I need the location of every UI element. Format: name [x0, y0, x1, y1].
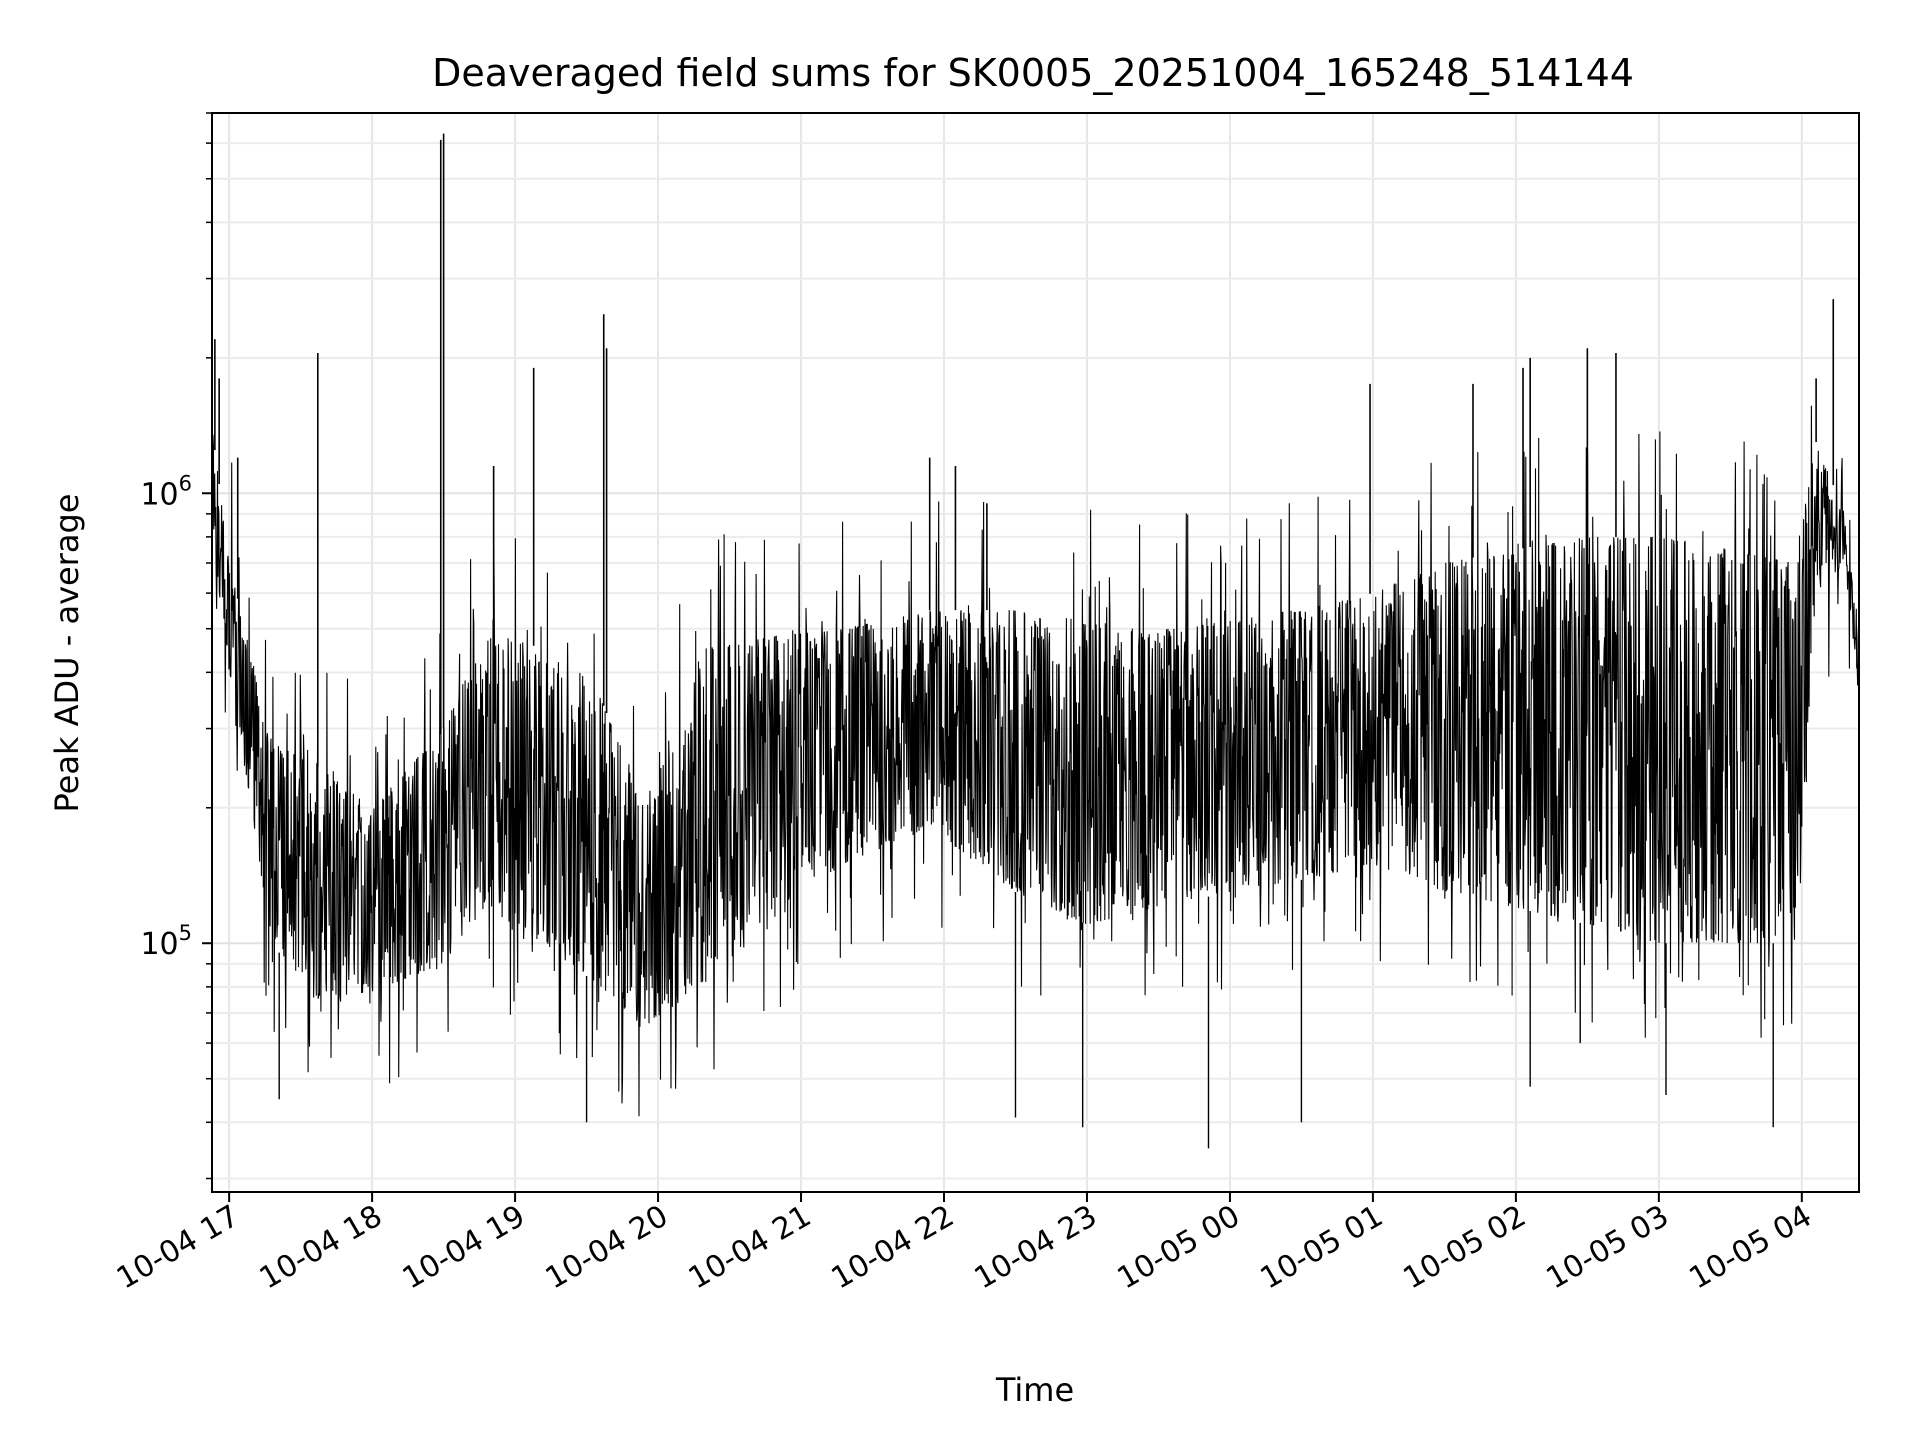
x-axis-label: Time	[995, 1371, 1074, 1409]
y-tick-base: 10	[140, 927, 178, 962]
plot-frame	[211, 112, 1860, 1193]
y-tick-label: 106	[140, 471, 192, 512]
y-tick-base: 10	[140, 477, 178, 512]
plot-area	[211, 112, 1860, 1193]
y-tick-exponent: 5	[179, 921, 192, 945]
y-tick-exponent: 6	[179, 471, 192, 495]
chart-title: Deaveraged field sums for SK0005_2025100…	[432, 51, 1634, 95]
y-tick-label: 105	[140, 921, 192, 962]
series-line	[211, 405, 1860, 1117]
y-axis-label: Peak ADU - average	[48, 494, 86, 813]
data-series	[211, 133, 1860, 1149]
